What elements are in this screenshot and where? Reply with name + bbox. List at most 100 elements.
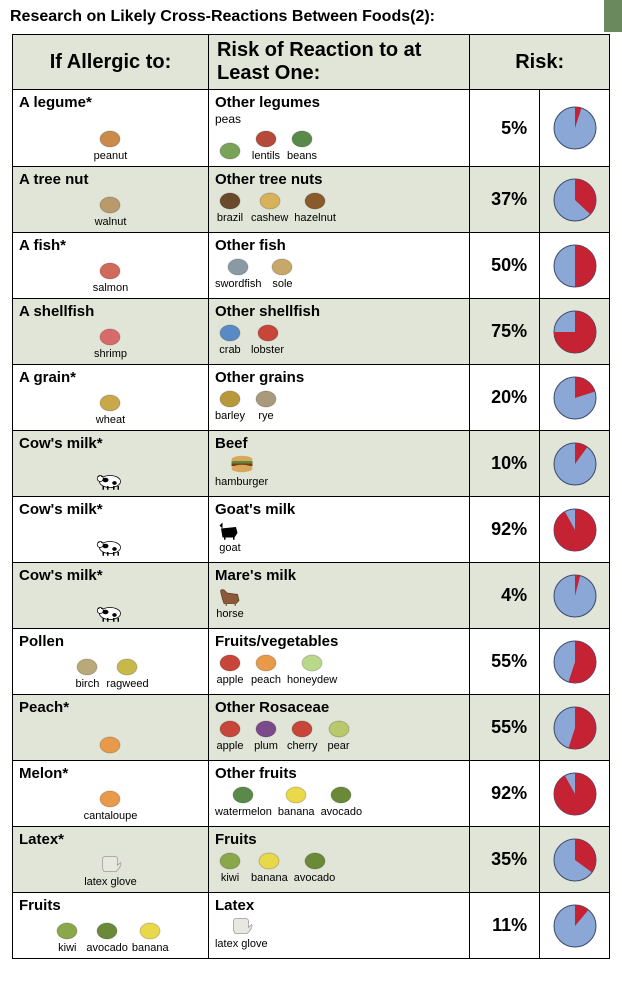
reaction-cell: Latexlatex glove bbox=[208, 893, 469, 959]
risk-percent: 37% bbox=[470, 167, 540, 233]
allergic-cell: Cow's milk* bbox=[13, 497, 209, 563]
reaction-cell: Beefhamburger bbox=[208, 431, 469, 497]
reaction-title: Latex bbox=[215, 897, 463, 914]
food-icon: swordfish bbox=[215, 254, 261, 290]
allergic-cell: A tree nutwalnut bbox=[13, 167, 209, 233]
food-icon: banana bbox=[251, 848, 288, 884]
reaction-title: Other Rosaceae bbox=[215, 699, 463, 716]
reaction-title: Other tree nuts bbox=[215, 171, 463, 188]
food-icon: goat bbox=[215, 518, 245, 554]
risk-percent: 4% bbox=[470, 563, 540, 629]
risk-percent: 55% bbox=[470, 629, 540, 695]
allergic-title: A fish* bbox=[19, 237, 202, 254]
risk-pie bbox=[540, 90, 610, 167]
reaction-cell: Mare's milkhorse bbox=[208, 563, 469, 629]
food-icon: plum bbox=[251, 716, 281, 752]
cross-reaction-table: If Allergic to: Risk of Reaction to at L… bbox=[12, 34, 610, 959]
risk-percent: 75% bbox=[470, 299, 540, 365]
food-icon: walnut bbox=[95, 192, 127, 228]
allergic-cell: Cow's milk* bbox=[13, 563, 209, 629]
food-icon: hamburger bbox=[215, 452, 268, 488]
table-row: Latex*latex gloveFruitskiwibananaavocado… bbox=[13, 827, 610, 893]
allergic-title: A legume* bbox=[19, 94, 202, 111]
allergic-cell: Cow's milk* bbox=[13, 431, 209, 497]
food-icon: peanut bbox=[94, 126, 128, 162]
reaction-title: Other legumes bbox=[215, 94, 463, 111]
food-icon: wheat bbox=[95, 390, 125, 426]
table-row: PollenbirchragweedFruits/vegetablesapple… bbox=[13, 629, 610, 695]
food-icon: lobster bbox=[251, 320, 284, 356]
food-icon bbox=[95, 468, 125, 492]
risk-percent: 35% bbox=[470, 827, 540, 893]
table-row: Melon*cantaloupeOther fruitswatermelonba… bbox=[13, 761, 610, 827]
allergic-title: A grain* bbox=[19, 369, 202, 386]
food-icon: apple bbox=[215, 650, 245, 686]
food-icon bbox=[95, 600, 125, 624]
reaction-title: Other shellfish bbox=[215, 303, 463, 320]
allergic-title: Melon* bbox=[19, 765, 202, 782]
reaction-cell: Other Rosaceaeappleplumcherrypear bbox=[208, 695, 469, 761]
allergic-title: Cow's milk* bbox=[19, 567, 202, 584]
table-row: A grain* wheat Other grainsbarleyrye20% bbox=[13, 365, 610, 431]
risk-pie bbox=[540, 365, 610, 431]
food-icon: watermelon bbox=[215, 782, 272, 818]
allergic-cell: Pollenbirchragweed bbox=[13, 629, 209, 695]
food-icon: salmon bbox=[93, 258, 128, 294]
reaction-title: Other fish bbox=[215, 237, 463, 254]
risk-pie bbox=[540, 695, 610, 761]
risk-pie bbox=[540, 299, 610, 365]
reaction-cell: Other fruitswatermelonbananaavocado bbox=[208, 761, 469, 827]
risk-percent: 92% bbox=[470, 761, 540, 827]
allergic-title: Fruits bbox=[19, 897, 202, 914]
food-icon: hazelnut bbox=[294, 188, 336, 224]
food-icon: avocado bbox=[86, 918, 128, 954]
allergic-title: Pollen bbox=[19, 633, 202, 650]
risk-pie bbox=[540, 431, 610, 497]
reaction-cell: Goat's milkgoat bbox=[208, 497, 469, 563]
food-icon: shrimp bbox=[94, 324, 127, 360]
table-row: Cow's milk*Goat's milkgoat92% bbox=[13, 497, 610, 563]
food-icon: ragweed bbox=[106, 654, 148, 690]
reaction-cell: Other tree nutsbrazilcashewhazelnut bbox=[208, 167, 469, 233]
food-icon: lentils bbox=[251, 126, 281, 162]
food-icon: latex glove bbox=[215, 914, 268, 950]
food-icon bbox=[215, 138, 245, 162]
reaction-title: Fruits/vegetables bbox=[215, 633, 463, 650]
food-icon: brazil bbox=[215, 188, 245, 224]
food-icon: honeydew bbox=[287, 650, 337, 686]
food-icon: banana bbox=[278, 782, 315, 818]
food-icon: horse bbox=[215, 584, 245, 620]
allergic-cell: A shellfish shrimp bbox=[13, 299, 209, 365]
reaction-title: Other grains bbox=[215, 369, 463, 386]
allergic-cell: Melon*cantaloupe bbox=[13, 761, 209, 827]
food-icon: barley bbox=[215, 386, 245, 422]
reaction-title: Mare's milk bbox=[215, 567, 463, 584]
food-icon: avocado bbox=[321, 782, 363, 818]
risk-percent: 20% bbox=[470, 365, 540, 431]
header-risk-of: Risk of Reaction to at Least One: bbox=[208, 35, 469, 90]
risk-percent: 55% bbox=[470, 695, 540, 761]
risk-percent: 50% bbox=[470, 233, 540, 299]
risk-pie bbox=[540, 563, 610, 629]
allergic-cell: A grain* wheat bbox=[13, 365, 209, 431]
allergic-title: Cow's milk* bbox=[19, 435, 202, 452]
risk-pie bbox=[540, 761, 610, 827]
table-row: A shellfish shrimp Other shellfishcrablobs… bbox=[13, 299, 610, 365]
header-allergic: If Allergic to: bbox=[13, 35, 209, 90]
reaction-cell: Fruits/vegetablesapplepeachhoneydew bbox=[208, 629, 469, 695]
risk-percent: 11% bbox=[470, 893, 540, 959]
reaction-cell: Other shellfishcrablobster bbox=[208, 299, 469, 365]
allergic-title: A shellfish bbox=[19, 303, 202, 320]
food-icon: beans bbox=[287, 126, 317, 162]
table-row: Cow's milk*Mare's milkhorse4% bbox=[13, 563, 610, 629]
allergic-title: Cow's milk* bbox=[19, 501, 202, 518]
food-icon: banana bbox=[132, 918, 169, 954]
food-icon: cherry bbox=[287, 716, 318, 752]
food-icon: sole bbox=[267, 254, 297, 290]
reaction-cell: Other grainsbarleyrye bbox=[208, 365, 469, 431]
food-icon: pear bbox=[324, 716, 354, 752]
title-accent bbox=[604, 0, 622, 32]
risk-pie bbox=[540, 893, 610, 959]
allergic-cell: Fruitskiwiavocadobanana bbox=[13, 893, 209, 959]
reaction-cell: Other fishswordfishsole bbox=[208, 233, 469, 299]
